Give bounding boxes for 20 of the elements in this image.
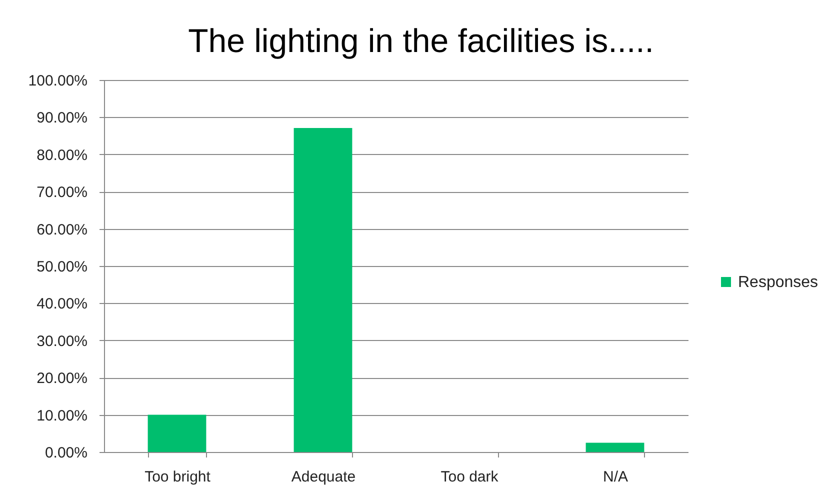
y-tick-label: 40.00% xyxy=(36,296,88,313)
chart-title: The lighting in the facilities is..... xyxy=(188,22,654,59)
y-tick-label: 0.00% xyxy=(44,444,88,462)
y-tick-label: 50.00% xyxy=(36,258,88,276)
y-tick-label: 70.00% xyxy=(36,184,88,202)
y-tick-label: 20.00% xyxy=(36,370,88,388)
bar xyxy=(586,442,644,452)
x-tick-label: Too dark xyxy=(440,468,499,486)
bar xyxy=(294,128,352,452)
x-tick-label: N/A xyxy=(602,468,628,486)
y-tick-label: 90.00% xyxy=(36,110,88,127)
y-tick-label: 10.00% xyxy=(36,407,88,424)
y-tick-label: 100.00% xyxy=(28,72,88,90)
y-tick-label: 60.00% xyxy=(36,221,88,238)
y-tick-label: 80.00% xyxy=(36,146,88,164)
x-tick-label: Too bright xyxy=(144,468,212,486)
x-tick-label: Adequate xyxy=(291,468,356,486)
legend-label: Responses xyxy=(738,274,818,291)
y-tick-label: 30.00% xyxy=(36,332,88,350)
bar xyxy=(148,414,206,452)
